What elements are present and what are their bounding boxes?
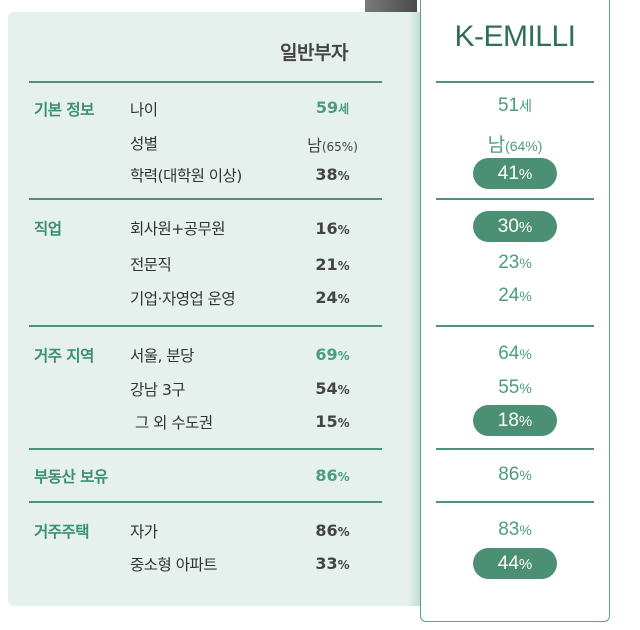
row-label: 중소형 아파트: [130, 556, 218, 574]
divider: [29, 198, 382, 200]
general-value: 59세: [315, 98, 350, 117]
kemilli-value: 86%: [498, 464, 532, 485]
kemilli-highlight-pill: 41%: [473, 158, 557, 189]
divider: [29, 81, 382, 83]
general-value: 33%: [315, 554, 350, 573]
category-residence-area: 거주 지역: [34, 347, 94, 365]
kemilli-value: 51세: [497, 95, 533, 116]
kemilli-header: K-EMILLI: [454, 20, 576, 53]
row-label: 나이: [130, 101, 158, 119]
category-housing: 거주주택: [34, 523, 90, 541]
kemilli-value: 24%: [498, 285, 532, 306]
divider: [436, 325, 594, 327]
general-rich-header: 일반부자: [280, 42, 348, 64]
general-value: 16%: [315, 219, 350, 238]
row-label: 강남 3구: [130, 381, 186, 399]
divider: [29, 448, 382, 450]
kemilli-value: 55%: [498, 377, 532, 398]
general-value: 86%: [315, 521, 350, 540]
row-label: 회사원+공무원: [130, 220, 226, 238]
general-value: 86%: [315, 466, 350, 485]
category-occupation: 직업: [34, 220, 62, 238]
decorative-image-strip: [365, 0, 417, 12]
kemilli-value: 64%: [498, 343, 532, 364]
row-label: 전문직: [130, 256, 172, 274]
kemilli-highlight-pill: 18%: [473, 405, 557, 436]
row-label: 자가: [130, 523, 158, 541]
divider: [29, 325, 382, 327]
general-value: 24%: [315, 288, 350, 307]
kemilli-value: 83%: [498, 519, 532, 540]
general-value: 69%: [315, 345, 350, 364]
divider: [436, 448, 594, 450]
row-label: 기업·자영업 운영: [130, 290, 236, 308]
general-value: 남(65%): [307, 136, 358, 155]
general-value: 38%: [315, 165, 350, 184]
kemilli-highlight-pill: 30%: [473, 211, 557, 242]
general-value: 15%: [315, 412, 350, 431]
general-value: 54%: [315, 379, 350, 398]
kemilli-highlight-pill: 44%: [473, 548, 557, 579]
divider: [436, 198, 594, 200]
row-label: 그 외 수도권: [135, 414, 213, 432]
divider: [29, 501, 382, 503]
row-label: 학력(대학원 이상): [130, 167, 242, 185]
kemilli-value: 23%: [498, 252, 532, 273]
kemilli-value: 남(64%): [487, 135, 543, 156]
divider: [436, 81, 594, 83]
category-basic-info: 기본 정보: [34, 101, 94, 119]
divider: [436, 501, 594, 503]
row-label: 서울, 분당: [130, 347, 194, 365]
kemilli-panel: [420, 0, 610, 622]
row-label: 성별: [130, 135, 158, 153]
category-real-estate: 부동산 보유: [34, 468, 108, 486]
general-value: 21%: [315, 255, 350, 274]
